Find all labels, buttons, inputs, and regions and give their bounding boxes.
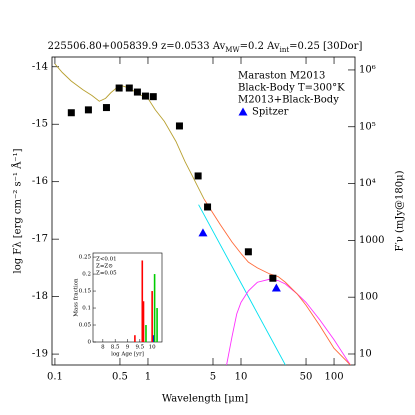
- data-point: [198, 228, 208, 237]
- title-part: 225506.80+005839.9 z=0.0533 Av: [48, 41, 226, 52]
- inset-y-tick-label: 0.2: [82, 272, 91, 278]
- inset-legend-label: Z<0.01: [96, 257, 117, 263]
- legend-marker: [238, 107, 248, 116]
- y2-tick-label: 10⁴: [359, 178, 376, 189]
- inset-bar: [151, 291, 153, 342]
- data-point: [133, 88, 141, 96]
- plot-frame: [51, 56, 356, 366]
- inset-x-tick-label: 8: [101, 345, 105, 351]
- inset: 8 8.5 9 9.5 10 0 0.05 0.1 0.15 0.2 0.25 log Age [yr…: [74, 252, 163, 358]
- inset-bar: [142, 301, 145, 342]
- y2-tick-label: 10: [359, 348, 372, 359]
- legend-label: Maraston M2013: [238, 71, 325, 82]
- x-tick-label: 1: [145, 372, 151, 383]
- y-tick-label: -16: [32, 176, 48, 187]
- y-tick-label: -19: [32, 349, 48, 360]
- inset-y-tick-label: 0.25: [79, 255, 92, 261]
- y2-tick-label: 10⁶: [359, 64, 376, 75]
- inset-bar: [141, 260, 144, 342]
- y-axis-label: log Fλ [erg cm⁻² s⁻¹ Å⁻¹]: [12, 148, 24, 273]
- y-tick-label: -14: [32, 61, 48, 72]
- legend-label: Spitzer: [252, 107, 289, 118]
- inset-bar: [134, 335, 136, 342]
- x-tick-label: 0.1: [47, 372, 63, 383]
- inset-x-tick-label: 10: [149, 345, 156, 351]
- y-tick-label: -18: [32, 291, 48, 302]
- data-point: [102, 104, 110, 112]
- y2-tick-label: 100: [359, 292, 378, 303]
- data-point: [271, 283, 281, 292]
- title-part: =0.25 [30Dor]: [289, 41, 362, 52]
- series-line: [54, 63, 205, 200]
- inset-legend-label: Z=Z⊙: [96, 264, 113, 270]
- inset-bar: [152, 335, 155, 342]
- inset-x-label: log Age [yr]: [111, 352, 144, 358]
- inset-y-tick-label: 0.15: [79, 289, 92, 295]
- x-tick-label: 100: [324, 372, 343, 383]
- inset-plot-area: [134, 260, 158, 342]
- chart-title: 225506.80+005839.9 z=0.0533 AvMW=0.2 Avi…: [48, 41, 363, 55]
- title-part: MW: [225, 46, 240, 54]
- data-point: [115, 84, 123, 92]
- data-point: [269, 274, 277, 282]
- inset-y-tick-label: 0: [88, 340, 92, 346]
- legend-label: M2013+Black-Body: [238, 95, 339, 106]
- series-line: [226, 278, 351, 365]
- x-axis-label: Wavelength [μm]: [162, 394, 248, 405]
- inset-x-tick-label: 8.5: [111, 345, 120, 351]
- inset-bar: [145, 325, 147, 342]
- y2-tick-label: 1000: [359, 235, 384, 246]
- data-point: [194, 172, 202, 180]
- x-tick-label: 5: [210, 372, 216, 383]
- y-tick-label: -15: [32, 119, 48, 130]
- series-line: [203, 198, 351, 365]
- data-point: [204, 203, 212, 211]
- data-point: [149, 93, 157, 101]
- inset-y-tick-label: 0.1: [82, 306, 91, 312]
- legend-label: Black-Body T=300°K: [238, 83, 345, 94]
- title-part: int: [280, 46, 290, 54]
- y2-axis-label: F′ν (mJy@180μ): [395, 170, 406, 251]
- title-part: =0.2 Av: [240, 41, 280, 52]
- inset-bar: [156, 308, 158, 342]
- inset-bar: [153, 274, 156, 342]
- series-line: [198, 204, 286, 365]
- inset-y-tick-label: 0.05: [79, 323, 92, 329]
- inset-x-tick-label: 9: [126, 345, 130, 351]
- data-point: [141, 92, 149, 100]
- y2-tick-label: 10⁵: [359, 121, 376, 132]
- inset-y-label: Mass fraction: [74, 278, 80, 317]
- data-point: [125, 84, 133, 92]
- inset-legend-label: Z=0.05: [96, 271, 117, 277]
- x-tick-label: 50: [300, 372, 313, 383]
- x-tick-label: 0.5: [112, 372, 128, 383]
- x-tick-label: 10: [235, 372, 248, 383]
- data-point: [67, 109, 75, 117]
- data-point: [175, 122, 183, 130]
- data-point: [84, 106, 92, 114]
- y-tick-label: -17: [32, 234, 48, 245]
- inset-x-tick-label: 9.5: [135, 345, 144, 351]
- data-point: [244, 248, 252, 256]
- inset-frame: [92, 252, 163, 343]
